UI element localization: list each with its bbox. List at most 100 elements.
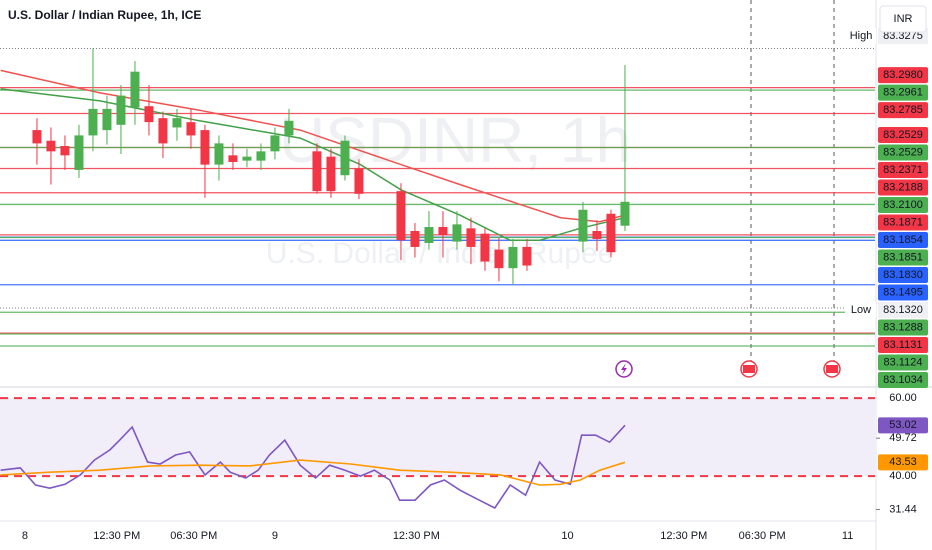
last-value-box — [878, 417, 928, 434]
low-value-label: 83.1320 — [883, 304, 923, 316]
price-level-label: 83.1830 — [883, 269, 923, 281]
candle-body — [116, 95, 126, 125]
x-tick-label: 8 — [22, 530, 28, 542]
price-level-box — [878, 319, 928, 336]
flag-glyph — [743, 365, 755, 373]
price-level-box — [878, 337, 928, 353]
price-level-label: 83.2371 — [883, 164, 923, 176]
candle-body — [340, 140, 350, 176]
low-tag-box — [845, 302, 876, 318]
price-level-label: 83.2980 — [883, 69, 923, 81]
price-level-label: 83.1851 — [883, 251, 923, 263]
candle-body — [32, 130, 42, 144]
high-value-label: 83.3275 — [883, 30, 923, 42]
price-level-box — [878, 214, 928, 231]
rsi-line — [0, 424, 626, 510]
price-level-box — [878, 84, 928, 101]
price-level-label: 83.2785 — [883, 104, 923, 116]
candle-body — [242, 156, 252, 161]
candle-body — [452, 224, 462, 242]
candle-body — [312, 151, 322, 192]
candle-body — [144, 106, 154, 123]
price-level-label: 83.1871 — [883, 216, 923, 228]
candle-body — [410, 231, 420, 247]
price-level-label: 83.2188 — [883, 181, 923, 193]
candle-body — [102, 108, 112, 131]
x-tick-label: 9 — [272, 530, 278, 542]
candle-body — [284, 120, 294, 136]
last-value-label: 43.53 — [889, 456, 917, 468]
candle-body — [466, 228, 476, 247]
x-tick-label: 11 — [842, 530, 853, 542]
candle-body — [592, 231, 602, 239]
price-level-box — [878, 284, 928, 301]
currency-box[interactable] — [879, 5, 927, 33]
price-level-label: 83.1034 — [883, 374, 923, 386]
price-level-box — [878, 232, 928, 248]
low-value-box — [878, 302, 928, 318]
candle-body — [396, 191, 406, 241]
candle-body — [46, 140, 56, 152]
candle-body — [60, 146, 70, 156]
chart-title: U.S. Dollar / Indian Rupee, 1h, ICE — [8, 8, 201, 22]
price-level-label: 83.2529 — [883, 129, 923, 141]
price-level-box — [878, 372, 928, 388]
price-level-label: 83.1495 — [883, 286, 923, 298]
candle-body — [186, 122, 196, 136]
candle-body — [522, 246, 532, 266]
candle-body — [256, 151, 266, 161]
price-level-label: 83.1854 — [883, 234, 923, 246]
price-level-box — [878, 197, 928, 213]
last-value-box — [878, 454, 928, 471]
candle-body — [130, 71, 140, 108]
candle-body — [74, 135, 84, 170]
x-tick-label: 12:30 PM — [393, 530, 440, 542]
candle-body — [88, 108, 98, 136]
candle-body — [606, 213, 616, 253]
candle-body — [354, 168, 364, 194]
price-level-label: 83.1288 — [883, 321, 923, 333]
candle-body — [494, 249, 504, 269]
event-icon-glyph — [621, 363, 627, 375]
x-tick-label: 10 — [561, 530, 573, 542]
price-level-box — [878, 354, 928, 371]
rsi-line — [0, 459, 626, 486]
high-tag-box — [845, 27, 876, 44]
x-tick-label: 12:30 PM — [660, 530, 707, 542]
price-level-label: 83.2100 — [883, 199, 923, 211]
x-tick-label: 06:30 PM — [739, 530, 786, 542]
candle-body — [578, 209, 588, 242]
event-icons — [615, 360, 841, 378]
currency: INR — [894, 13, 913, 25]
price-level-box — [878, 127, 928, 143]
candle-body — [214, 143, 224, 165]
watermark: USDINR, 1h — [279, 104, 631, 176]
candle-body — [172, 118, 182, 128]
watermark-group: USDINR, 1h U.S. Dollar / Indian Rupee — [266, 104, 631, 270]
price-level-box — [878, 179, 928, 196]
price-level-box — [878, 249, 928, 266]
price-level-label: 83.1124 — [884, 356, 923, 368]
candle-body — [270, 135, 280, 152]
price-level-label: 83.2961 — [883, 87, 923, 99]
candle-body — [620, 201, 630, 226]
price-level-box — [878, 267, 928, 283]
x-tick-label: 06:30 PM — [170, 530, 217, 542]
rsi-level-label: 40.00 — [889, 470, 917, 482]
candle-body — [326, 156, 336, 192]
candle-body — [480, 233, 490, 262]
rsi-level-label: 60.00 — [889, 392, 917, 404]
price-level-box — [878, 162, 928, 178]
candle-body — [228, 155, 238, 162]
price-level-label: 83.2529 — [883, 146, 923, 158]
watermark-subtitle: U.S. Dollar / Indian Rupee — [266, 237, 615, 270]
flag-glyph — [826, 365, 838, 373]
candle-body — [158, 118, 168, 144]
rsi-band — [0, 398, 875, 477]
last-value-label: 53.02 — [889, 419, 917, 431]
price-level-label: 83.1131 — [884, 339, 923, 351]
x-tick-label: 12:30 PM — [93, 530, 140, 542]
candle-body — [508, 246, 518, 269]
